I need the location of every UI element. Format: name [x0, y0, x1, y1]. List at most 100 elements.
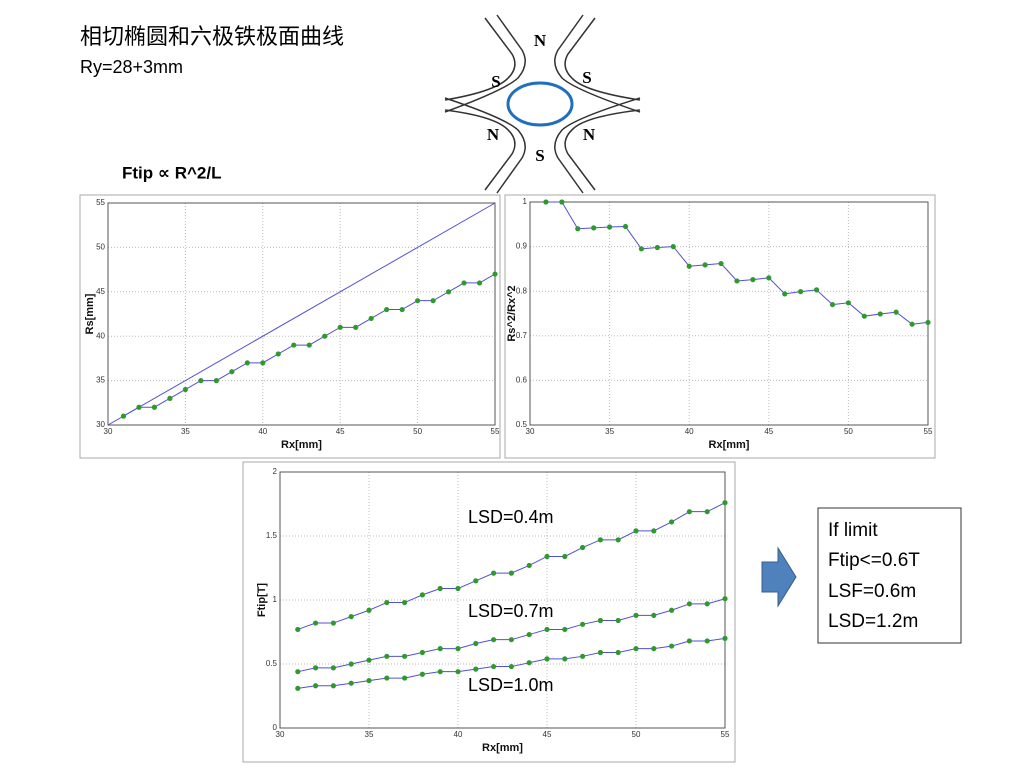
data-point	[402, 653, 408, 659]
data-point	[419, 592, 425, 598]
data-point	[402, 599, 408, 606]
x-tick-label: 45	[764, 427, 773, 436]
data-point	[313, 665, 319, 671]
data-point	[622, 223, 629, 230]
data-point	[330, 683, 336, 689]
data-point	[229, 369, 235, 375]
data-point	[651, 612, 657, 618]
arrow	[761, 546, 797, 608]
data-point	[893, 309, 899, 315]
data-point	[722, 500, 728, 506]
data-point	[330, 620, 336, 626]
data-point	[597, 617, 604, 624]
data-point	[669, 519, 675, 525]
x-tick-label: 45	[336, 427, 345, 436]
data-point	[476, 280, 483, 286]
data-point	[455, 669, 461, 675]
data-point	[638, 246, 645, 252]
x-tick-label: 35	[181, 427, 190, 436]
series-label: LSD=0.4m	[468, 507, 554, 527]
data-point	[580, 621, 586, 627]
x-axis-label: Rx[mm]	[281, 439, 322, 451]
data-point	[402, 675, 408, 681]
y-axis-label: Rs[mm]	[84, 293, 96, 334]
x-tick-label: 40	[454, 730, 463, 739]
data-point	[702, 262, 708, 268]
data-point	[313, 683, 319, 689]
data-point	[260, 360, 266, 366]
data-point	[313, 620, 319, 626]
data-point	[704, 509, 710, 515]
y-tick-label: 1	[273, 595, 278, 604]
data-point	[526, 562, 532, 569]
data-point	[686, 263, 692, 269]
data-point	[909, 321, 915, 327]
data-point	[526, 631, 532, 638]
data-point	[722, 596, 728, 602]
data-point	[295, 626, 301, 633]
plot-border	[529, 201, 929, 426]
note-line: If limit	[828, 520, 878, 541]
x-tick-label: 50	[413, 427, 422, 436]
data-point	[562, 656, 568, 662]
x-tick-label: 35	[365, 730, 374, 739]
data-point	[136, 404, 142, 410]
data-point	[829, 301, 836, 308]
data-point	[562, 553, 568, 560]
data-point	[455, 646, 461, 652]
data-point	[353, 324, 359, 330]
y-tick-label: 55	[96, 198, 105, 207]
y-axis-label: Ftip[T]	[256, 583, 268, 618]
data-point	[182, 386, 188, 393]
y-tick-label: 0.6	[516, 376, 528, 385]
data-point	[473, 578, 479, 584]
data-point	[473, 640, 479, 647]
data-point	[798, 289, 804, 295]
data-point	[151, 404, 158, 410]
data-point	[244, 360, 250, 366]
x-tick-label: 55	[491, 427, 500, 436]
data-point	[384, 653, 390, 659]
data-point	[348, 614, 354, 620]
data-point	[544, 626, 550, 633]
x-tick-label: 50	[844, 427, 853, 436]
note-line: LSD=1.2m	[828, 611, 918, 632]
data-point	[348, 661, 354, 667]
x-tick-label: 40	[685, 427, 694, 436]
data-point	[813, 287, 820, 293]
data-point	[633, 646, 639, 652]
data-point	[750, 277, 756, 283]
data-point	[384, 306, 390, 313]
data-point	[415, 298, 421, 304]
chart-frame	[504, 194, 936, 459]
data-point	[291, 342, 297, 348]
note-box	[817, 507, 962, 644]
data-point	[670, 244, 676, 250]
y-tick-label: 1	[523, 197, 528, 206]
data-point	[591, 225, 597, 231]
data-point	[366, 657, 372, 663]
data-point	[491, 663, 497, 670]
data-point	[384, 599, 390, 606]
data-point	[526, 660, 532, 666]
data-point	[734, 278, 740, 284]
y-axis-label: Rs^2/Rx^2	[506, 285, 518, 341]
data-point	[597, 649, 604, 656]
magnet-diagram	[444, 14, 641, 194]
series-line	[107, 202, 496, 426]
data-point	[461, 280, 467, 286]
data-point	[399, 306, 405, 313]
y-tick-label: 0.8	[516, 286, 528, 295]
data-point	[492, 271, 498, 277]
data-point	[575, 226, 581, 232]
data-point	[306, 342, 312, 348]
x-tick-label: 40	[258, 427, 267, 436]
y-tick-label: 1.5	[266, 531, 278, 540]
pole-label: N	[487, 125, 500, 144]
data-point	[718, 260, 724, 267]
chart-frame	[242, 461, 736, 763]
x-tick-label: 50	[632, 730, 641, 739]
x-tick-label: 30	[526, 427, 535, 436]
data-point	[704, 638, 710, 644]
